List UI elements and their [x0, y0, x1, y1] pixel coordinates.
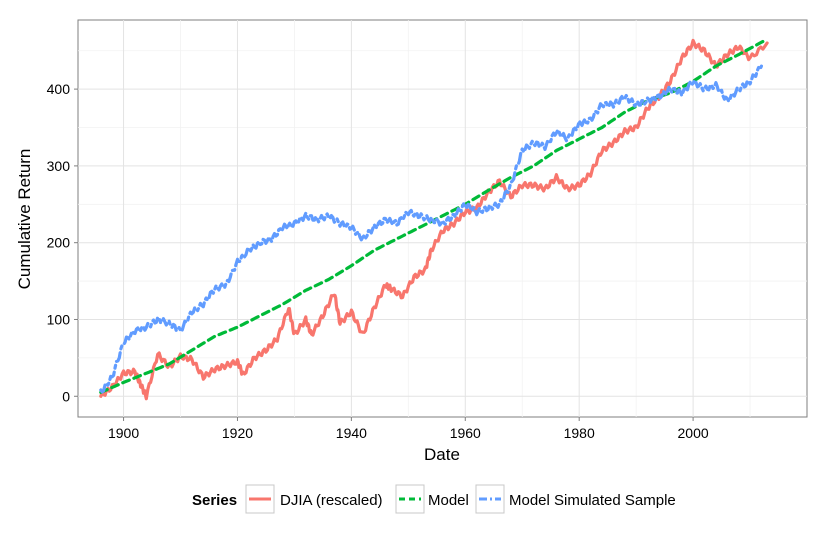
- legend-item-simulated[interactable]: Model Simulated Sample: [475, 484, 676, 514]
- y-tick-label: 300: [47, 158, 71, 174]
- legend-label-simulated: Model Simulated Sample: [509, 492, 676, 509]
- y-tick-label: 200: [47, 235, 71, 251]
- series-line-djia: [99, 38, 769, 401]
- series-layer: [99, 37, 769, 401]
- legend: Series DJIA (rescaled) Model Model Simul…: [192, 484, 676, 514]
- legend-item-model[interactable]: Model: [395, 484, 469, 514]
- x-axis-label: Date: [424, 445, 460, 464]
- legend-label-djia: DJIA (rescaled): [280, 492, 383, 509]
- y-tick-label: 100: [47, 311, 71, 327]
- x-tick-label: 2000: [678, 425, 709, 441]
- x-tick-label: 1900: [108, 425, 139, 441]
- y-tick-label: 0: [62, 388, 70, 404]
- legend-title: Series: [192, 492, 237, 509]
- grid-layer: [78, 20, 807, 417]
- x-tick-label: 1940: [336, 425, 367, 441]
- legend-item-djia[interactable]: DJIA (rescaled): [245, 484, 383, 514]
- axis-layer: 1900 1920 1940 1960 1980 2000 0 100 200 300 400: [47, 81, 709, 441]
- y-axis-label: Cumulative Return: [15, 149, 34, 290]
- series-line-simulated: [99, 64, 764, 394]
- x-tick-label: 1980: [564, 425, 595, 441]
- y-tick-label: 400: [47, 81, 71, 97]
- x-tick-label: 1960: [450, 425, 481, 441]
- legend-label-model: Model: [428, 492, 469, 509]
- x-tick-label: 1920: [222, 425, 253, 441]
